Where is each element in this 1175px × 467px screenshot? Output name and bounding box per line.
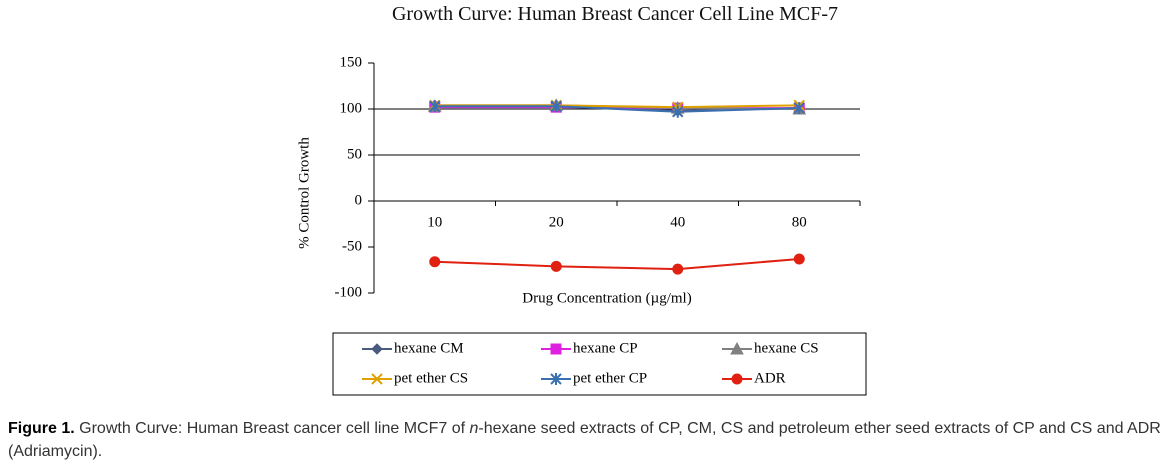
- data-point: [550, 100, 562, 113]
- x-tick-label: 10: [427, 214, 442, 230]
- y-tick-label: -50: [342, 238, 362, 254]
- data-point: [793, 102, 805, 115]
- caption-text: Growth Curve: Human Breast cancer cell l…: [79, 420, 470, 437]
- legend-label: pet ether CP: [573, 370, 647, 386]
- caption-text: -hexane seed extracts of CP, CM, CS and …: [8, 420, 1161, 460]
- y-tick-label: 150: [340, 54, 363, 70]
- legend-label: hexane CS: [754, 340, 819, 356]
- legend-marker: [371, 373, 383, 385]
- legend-marker: [730, 341, 744, 355]
- x-tick-label: 40: [670, 214, 685, 230]
- y-tick-label: 50: [347, 146, 362, 162]
- series-line: [434, 257, 800, 271]
- x-tick-label: 80: [792, 214, 807, 230]
- x-tick-label: 20: [549, 214, 564, 230]
- y-tick-label: 0: [355, 192, 363, 208]
- data-point: [429, 256, 441, 268]
- chart-title: Growth Curve: Human Breast Cancer Cell L…: [391, 3, 839, 25]
- legend-label: hexane CP: [573, 340, 638, 356]
- legend-marker: [731, 373, 743, 385]
- caption-label: Figure 1.: [8, 420, 75, 437]
- legend-marker: [550, 343, 562, 355]
- legend-marker: [371, 343, 383, 355]
- series-line: [434, 105, 800, 113]
- caption: Figure 1. Growth Curve: Human Breast can…: [8, 417, 1173, 463]
- data-point: [429, 100, 441, 113]
- legend-label: ADR: [754, 370, 786, 386]
- data-point: [793, 253, 805, 265]
- y-tick-label: 100: [340, 100, 363, 116]
- caption-italic: n: [469, 420, 479, 437]
- data-point: [672, 105, 684, 118]
- data-point: [550, 260, 562, 272]
- y-axis-label: % Control Growth: [296, 137, 312, 249]
- x-axis-label: Drug Concentration (µg/ml): [522, 290, 691, 306]
- legend-label: hexane CM: [394, 340, 464, 356]
- y-tick-label: -100: [335, 284, 363, 300]
- legend-marker: [550, 373, 562, 385]
- data-point: [672, 263, 684, 275]
- legend-box: [332, 332, 867, 396]
- legend-label: pet ether CS: [394, 370, 468, 386]
